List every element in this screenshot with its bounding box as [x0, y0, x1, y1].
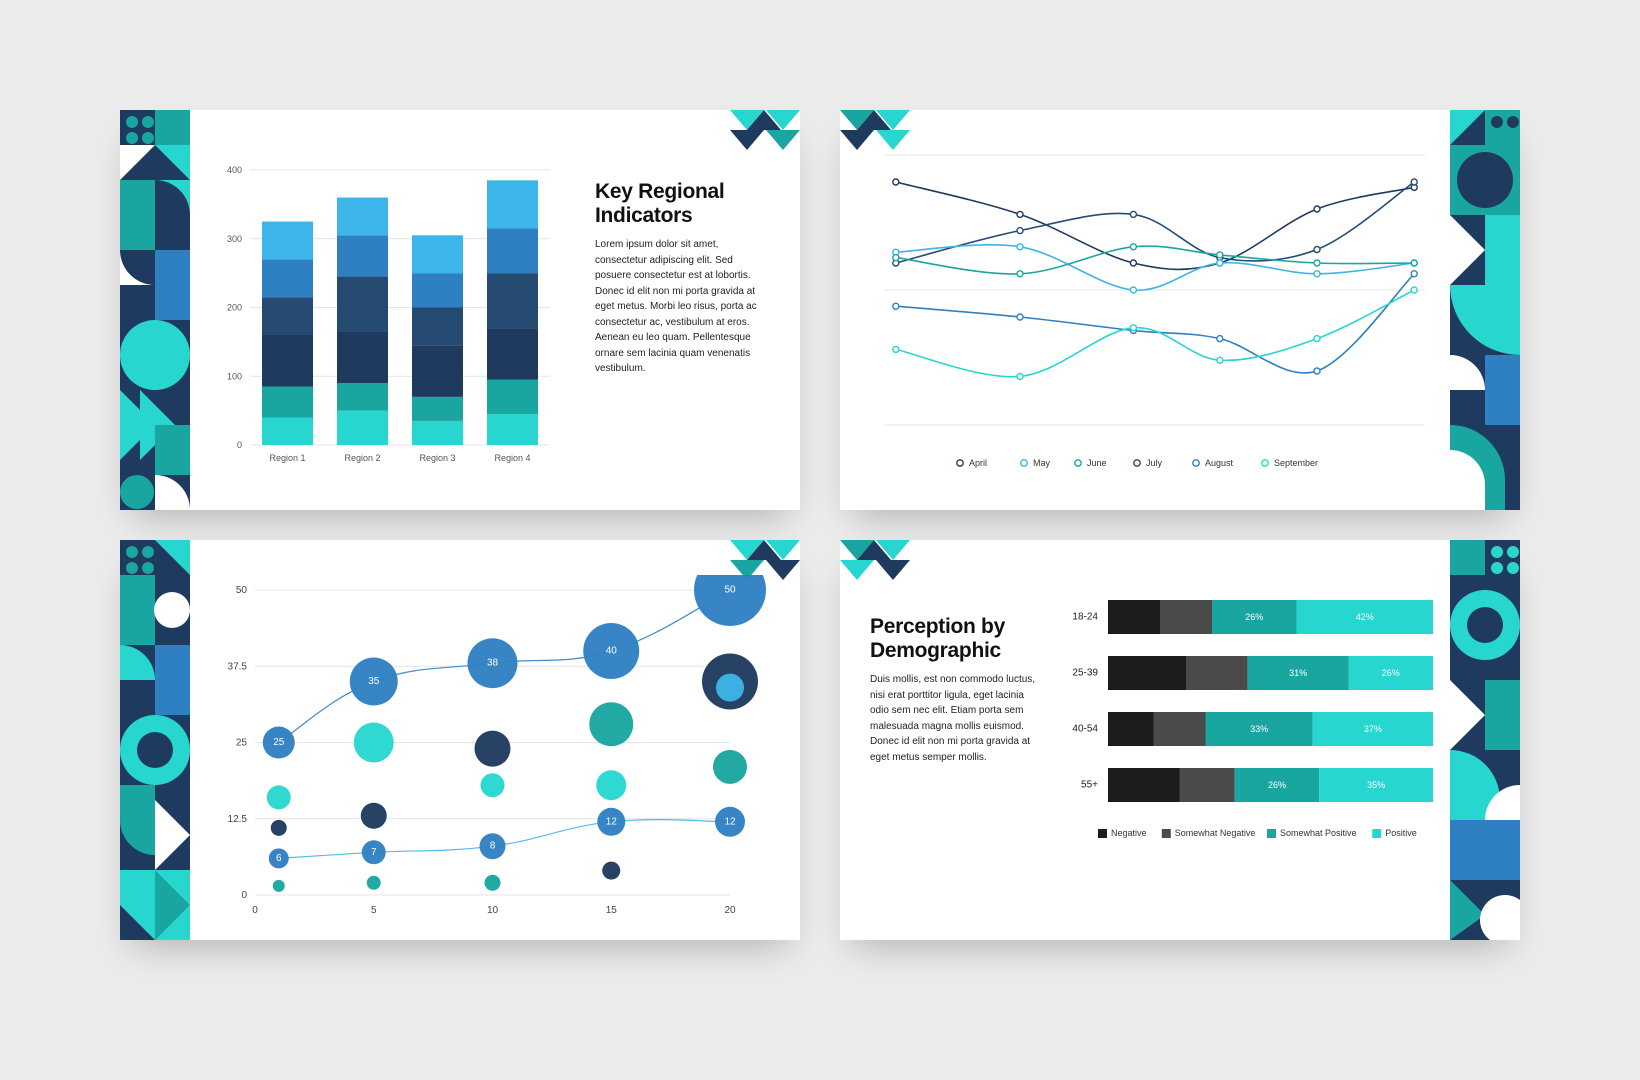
svg-text:25: 25	[273, 737, 285, 748]
svg-text:Negative: Negative	[1111, 828, 1147, 838]
svg-text:40: 40	[606, 646, 618, 657]
svg-text:8: 8	[490, 841, 496, 852]
svg-text:0: 0	[237, 440, 242, 450]
svg-text:37%: 37%	[1364, 724, 1382, 734]
svg-text:12.5: 12.5	[228, 814, 248, 825]
decor-corner-triangles	[730, 540, 800, 580]
svg-text:0: 0	[241, 890, 247, 901]
slide-regional-indicators: 0 100 200 300 400 Region 1 Region 2 Region 3 Reg…	[120, 110, 800, 510]
svg-text:100: 100	[227, 371, 242, 381]
svg-text:300: 300	[227, 234, 242, 244]
svg-text:Positive: Positive	[1385, 828, 1417, 838]
decor-corner-triangles	[730, 110, 800, 150]
svg-text:12: 12	[606, 816, 618, 827]
svg-text:May: May	[1033, 458, 1051, 468]
svg-text:55+: 55+	[1081, 780, 1098, 791]
svg-text:26%: 26%	[1245, 612, 1263, 622]
svg-text:Region 3: Region 3	[419, 453, 455, 463]
svg-text:June: June	[1087, 458, 1107, 468]
svg-text:37.5: 37.5	[228, 661, 248, 672]
svg-text:Somewhat Positive: Somewhat Positive	[1280, 828, 1357, 838]
svg-text:6: 6	[276, 853, 282, 864]
slide4-title: Perception by Demographic	[870, 615, 1055, 662]
svg-text:42%: 42%	[1356, 612, 1374, 622]
svg-text:12: 12	[724, 816, 736, 827]
svg-text:200: 200	[227, 303, 242, 313]
svg-text:50: 50	[236, 585, 248, 596]
svg-text:31%: 31%	[1289, 668, 1307, 678]
slide-perception-demographic: Perception by Demographic Duis mollis, e…	[840, 540, 1520, 940]
svg-text:35%: 35%	[1367, 780, 1385, 790]
decor-corner-triangles	[840, 540, 910, 580]
line-chart: April May June July August September	[875, 145, 1435, 485]
svg-text:Region 4: Region 4	[494, 453, 530, 463]
slide1-body: Lorem ipsum dolor sit amet, consectetur …	[595, 237, 770, 377]
svg-text:400: 400	[227, 165, 242, 175]
decor-corner-triangles	[840, 110, 910, 150]
svg-text:40-54: 40-54	[1072, 724, 1098, 735]
decor-left-pattern	[120, 110, 190, 510]
svg-text:35: 35	[368, 676, 380, 687]
slide4-body: Duis mollis, est non commodo luctus, nis…	[870, 672, 1045, 765]
svg-text:September: September	[1274, 458, 1318, 468]
svg-text:18-24: 18-24	[1072, 612, 1098, 623]
decor-left-pattern	[120, 540, 190, 940]
svg-text:25-39: 25-39	[1072, 668, 1098, 679]
svg-text:5: 5	[371, 905, 377, 916]
svg-text:August: August	[1205, 458, 1234, 468]
svg-text:15: 15	[606, 905, 618, 916]
svg-text:July: July	[1146, 458, 1163, 468]
stacked-bar-chart: 0 100 200 300 400 Region 1 Region 2 Region 3 Reg…	[215, 165, 555, 475]
svg-text:7: 7	[371, 847, 377, 858]
svg-text:Region 2: Region 2	[344, 453, 380, 463]
slide-bubble-chart: 0 12.5 25 37.5 50 0 5 10 15 20 25 6 35 7 38 8 40 12 50 12	[120, 540, 800, 940]
svg-text:April: April	[969, 458, 987, 468]
svg-text:38: 38	[487, 658, 499, 669]
svg-text:26%: 26%	[1382, 668, 1400, 678]
svg-text:Somewhat Negative: Somewhat Negative	[1175, 828, 1256, 838]
svg-text:20: 20	[724, 905, 736, 916]
svg-text:26%: 26%	[1268, 780, 1286, 790]
decor-right-pattern	[1450, 540, 1520, 940]
svg-text:50: 50	[724, 585, 736, 596]
svg-text:0: 0	[252, 905, 258, 916]
svg-text:Region 1: Region 1	[269, 453, 305, 463]
svg-text:10: 10	[487, 905, 499, 916]
svg-text:25: 25	[236, 738, 248, 749]
decor-right-pattern	[1450, 110, 1520, 510]
slide-line-chart: April May June July August September	[840, 110, 1520, 510]
stacked-hbar-chart: 18-24 26% 42% 25-39 31% 26% 40-54 33% 37% 55+ 26% 3…	[1058, 595, 1438, 915]
svg-text:33%: 33%	[1250, 724, 1268, 734]
bubble-chart: 0 12.5 25 37.5 50 0 5 10 15 20 25 6 35 7 38 8 40 12 50 12	[215, 575, 775, 925]
slide1-title: Key Regional Indicators	[595, 180, 775, 227]
